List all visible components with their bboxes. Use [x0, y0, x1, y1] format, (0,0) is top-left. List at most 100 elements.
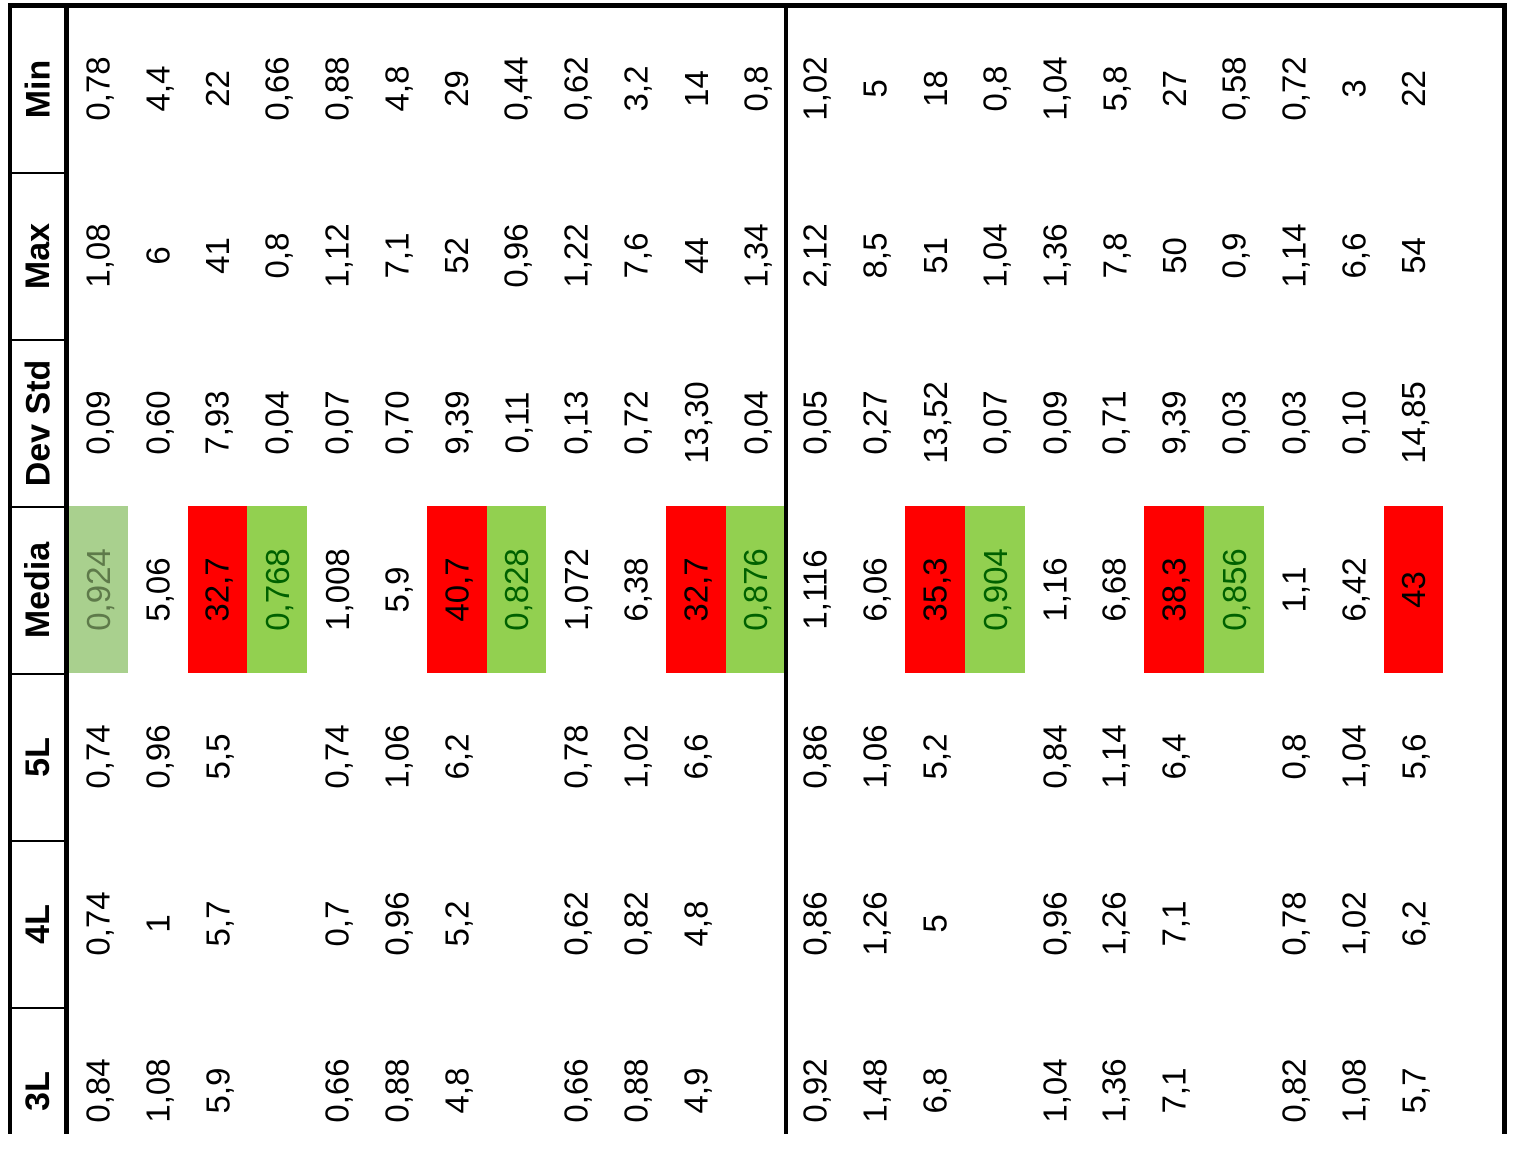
cell-value: 50	[1155, 237, 1193, 274]
cell-value: 35,3	[916, 557, 954, 622]
table-cell: 43	[1383, 506, 1444, 673]
table-cell: 0,904	[965, 506, 1025, 673]
cell-value: 6,42	[1335, 557, 1373, 622]
table-cell: 0,62	[546, 840, 606, 1007]
cell-value: 22	[198, 70, 236, 107]
cell-value: 1,1	[1275, 566, 1313, 613]
cell-value: 7,1	[1155, 900, 1193, 947]
cell-value: 1,14	[1275, 223, 1313, 288]
table-cell: 5	[845, 5, 905, 172]
table-cell: 1,08	[1324, 1007, 1384, 1174]
cell-value: 0,876	[737, 548, 775, 631]
cell-value: 1,072	[557, 548, 595, 631]
cell-value: 54	[1394, 237, 1432, 274]
cell-value: 1,12	[318, 223, 356, 288]
cell-value: 3,2	[617, 65, 655, 112]
cell-value: 0,74	[79, 724, 117, 789]
cell-value: 0,71	[1095, 390, 1133, 455]
table-cell: 6,38	[606, 506, 666, 673]
table-cell: 1,04	[1025, 1007, 1085, 1174]
table-cell: 1,06	[845, 673, 905, 840]
table-cell: 7,1	[367, 172, 427, 339]
cell-value: 0,05	[796, 390, 834, 455]
table-cell: 14,85	[1384, 339, 1444, 506]
top-border	[8, 3, 1507, 8]
cell-value: 1,14	[1095, 724, 1133, 789]
header-divider	[8, 1007, 68, 1009]
cell-value: 5	[856, 79, 894, 98]
header-separator	[64, 3, 69, 1134]
table-cell: 4,4	[128, 5, 188, 172]
table-cell: 0,71	[1085, 339, 1145, 506]
table-cell: 4,8	[666, 840, 726, 1007]
table-cell: 0,88	[307, 5, 367, 172]
table-cell: 0,92	[786, 1007, 846, 1174]
cell-value: 0,11	[498, 391, 535, 454]
cell-value: 0,78	[1275, 891, 1313, 956]
cell-value: 0,44	[497, 56, 535, 121]
cell-value: 44	[677, 237, 715, 274]
table-cell	[965, 840, 1025, 1007]
cell-value: 7,6	[617, 232, 655, 279]
cell-value: 6,38	[617, 557, 655, 622]
header-label: 4L	[19, 903, 57, 944]
table-cell: 0,78	[68, 5, 128, 172]
cell-value: 0,856	[1215, 548, 1253, 631]
cell-value: 1,26	[856, 891, 894, 956]
table-cell: 1,34	[726, 172, 786, 339]
cell-value: 5,8	[1095, 65, 1133, 112]
table-cell: 1,12	[307, 172, 367, 339]
cell-value: 0,07	[976, 390, 1014, 455]
table-cell: 6,6	[666, 673, 726, 840]
table-cell: 40,7	[426, 506, 487, 673]
cell-value: 1,02	[1335, 891, 1373, 956]
table-cell: 0,7	[307, 840, 367, 1007]
cell-value: 3	[1335, 79, 1373, 98]
table-cell: 13,30	[666, 339, 726, 506]
table-cell: 0,856	[1204, 506, 1264, 673]
table-cell: 0,05	[786, 339, 846, 506]
table-cell: 0,66	[546, 1007, 606, 1174]
table-cell: 1,008	[307, 506, 367, 673]
table-cell	[1204, 673, 1264, 840]
cell-value: 6,06	[856, 557, 894, 622]
header-divider	[8, 339, 68, 341]
table-cell: 13,52	[905, 339, 965, 506]
cell-value: 0,66	[318, 1058, 356, 1123]
cell-value: 1,02	[617, 724, 655, 789]
table-cell: 6	[128, 172, 188, 339]
table-cell: 5,7	[188, 840, 248, 1007]
cell-value: 1,008	[318, 548, 356, 631]
cell-value: 0,88	[617, 1058, 655, 1123]
table-cell	[487, 1007, 547, 1174]
cell-value: 13,52	[916, 381, 954, 464]
table-cell: 0,82	[606, 840, 666, 1007]
table-cell: 0,74	[307, 673, 367, 840]
table-cell: 0,70	[367, 339, 427, 506]
table-cell: 0,88	[367, 1007, 427, 1174]
table-cell: 1,02	[606, 673, 666, 840]
table-cell: 41	[188, 172, 248, 339]
table-cell	[965, 673, 1025, 840]
table-cell: 1,1	[1264, 506, 1324, 673]
cell-value: 0,82	[1275, 1058, 1313, 1123]
table-cell: 0,8	[1264, 673, 1324, 840]
cell-value: 0,07	[318, 390, 356, 455]
table-cell: 0,66	[247, 5, 307, 172]
cell-value: 27	[1155, 70, 1193, 107]
table-cell: 0,9	[1204, 172, 1264, 339]
group-separator	[783, 3, 788, 1134]
cell-value: 38,3	[1155, 557, 1193, 622]
table-cell: 0,58	[1204, 5, 1264, 172]
table-cell: 6,68	[1085, 506, 1145, 673]
table-cell	[487, 840, 547, 1007]
table-cell: 6,42	[1324, 506, 1384, 673]
cell-value: 4,9	[677, 1067, 715, 1114]
table-cell: 0,07	[965, 339, 1025, 506]
table-cell: 0,768	[247, 506, 308, 673]
cell-value: 5,9	[198, 1067, 236, 1114]
cell-value: 0,10	[1335, 390, 1373, 455]
cell-value: 0,92	[796, 1058, 834, 1123]
table-cell: 7,1	[1144, 840, 1204, 1007]
table-cell: 1,36	[1025, 172, 1085, 339]
